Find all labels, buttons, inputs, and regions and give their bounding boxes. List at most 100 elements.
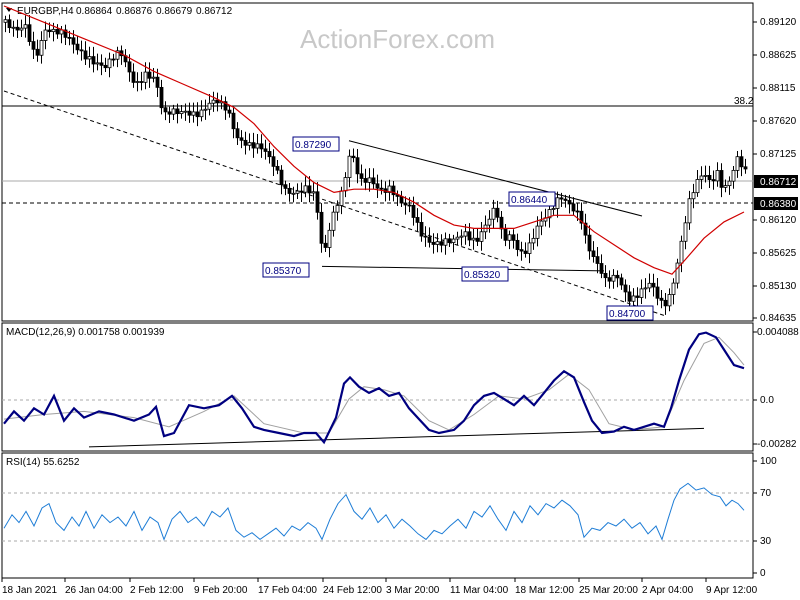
candle — [179, 105, 184, 119]
candle-body — [663, 299, 668, 307]
candle-body — [83, 50, 88, 60]
candle-body — [591, 250, 596, 257]
fib-38-label: 38.2 — [734, 96, 754, 107]
candle-body — [623, 284, 628, 293]
candle — [167, 106, 172, 124]
candle — [579, 202, 584, 230]
candle-body — [343, 177, 348, 192]
candle-body — [19, 27, 24, 31]
candle — [479, 221, 484, 251]
time-tick-label: 17 Feb 04:00 — [258, 585, 317, 596]
candle-body — [307, 185, 312, 194]
candle-body — [255, 143, 260, 149]
candle — [147, 62, 152, 88]
candle-body — [515, 239, 520, 250]
candle — [651, 273, 656, 297]
candle-body — [375, 183, 380, 189]
candle-body — [335, 205, 340, 213]
candle — [307, 176, 312, 203]
candle — [263, 139, 268, 160]
macd-panel-title: MACD(12,26,9) 0.001758 0.001939 — [6, 327, 165, 338]
candle — [515, 233, 520, 257]
candle — [623, 279, 628, 302]
candle — [191, 102, 196, 123]
candle-body — [655, 286, 660, 299]
rsi-tick-label: 70 — [760, 488, 772, 499]
price-label-86440-text: 0.86440 — [511, 195, 548, 206]
price-label-85320: 0.85320 — [461, 266, 509, 282]
time-tick-label: 11 Mar 04:00 — [450, 585, 509, 596]
candle-body — [411, 204, 416, 218]
candle — [691, 183, 696, 209]
candle — [351, 148, 356, 163]
candle-body — [659, 297, 664, 301]
candle-body — [23, 24, 28, 29]
candle — [439, 234, 444, 253]
candle-body — [11, 26, 16, 29]
rsi-tick-label: 0 — [760, 568, 766, 579]
candle — [267, 143, 272, 164]
candle-body — [539, 220, 544, 227]
candle — [235, 122, 240, 145]
candle — [287, 183, 292, 202]
candle — [115, 46, 120, 68]
candle-body — [99, 62, 104, 66]
candle — [111, 53, 116, 67]
price-trendline-1 — [348, 140, 643, 217]
candle-body — [611, 274, 616, 282]
candle-body — [735, 156, 740, 171]
candle — [271, 149, 276, 176]
candle — [675, 258, 680, 289]
candle-body — [195, 111, 200, 118]
candle — [635, 287, 640, 306]
candle — [319, 203, 324, 253]
candle-body — [711, 179, 716, 182]
candle — [227, 106, 232, 118]
price-tick-label: 0.89120 — [760, 17, 797, 28]
candle — [95, 53, 100, 71]
candle-body — [263, 148, 268, 152]
price-tick-label: 0.86120 — [760, 215, 797, 226]
candle-body — [479, 231, 484, 242]
rsi-panel: RSI(14) 55.6252 100 70 30 0 — [1, 452, 777, 579]
watermark: ActionForex.com — [300, 24, 495, 54]
rsi-tick-label: 100 — [760, 456, 777, 467]
candle — [131, 63, 136, 88]
price-panel-title: EURGBP,H4 — [17, 6, 74, 17]
candle — [627, 285, 632, 308]
candle-body — [227, 109, 232, 114]
candle — [495, 200, 500, 223]
ohlc-close: 0.86712 — [196, 6, 233, 17]
candle-body — [187, 110, 192, 116]
candle-body — [359, 173, 364, 179]
candle — [291, 186, 296, 203]
macd-panel: MACD(12,26,9) 0.001758 0.001939 0.004088… — [1, 322, 799, 452]
candle — [727, 176, 732, 195]
candle-body — [135, 81, 140, 83]
candle-body — [203, 108, 208, 111]
candle — [427, 227, 432, 248]
candle — [347, 149, 352, 188]
price-label-87290-text: 0.87290 — [295, 140, 332, 151]
candle-body — [55, 28, 60, 35]
candle-body — [155, 76, 160, 88]
candle — [459, 229, 464, 246]
candle — [419, 212, 424, 242]
candle — [299, 182, 304, 202]
candle — [659, 289, 664, 309]
candle — [315, 182, 320, 220]
candle — [475, 228, 480, 247]
candle-body — [51, 28, 56, 33]
macd-axis: 0.004088 0.0 -0.00282 — [753, 327, 799, 450]
candle-body — [279, 169, 284, 186]
candle-body — [91, 56, 96, 65]
macd-tick-label: 0.0 — [760, 395, 774, 406]
candle — [507, 230, 512, 250]
candle — [31, 31, 36, 59]
candle — [203, 99, 208, 120]
candle-body — [695, 179, 700, 194]
candle — [387, 179, 392, 201]
time-axis: 18 Jan 2021 26 Jan 04:00 2 Feb 12:00 9 F… — [1, 578, 758, 596]
candle-body — [739, 156, 744, 168]
candle-body — [615, 274, 620, 279]
